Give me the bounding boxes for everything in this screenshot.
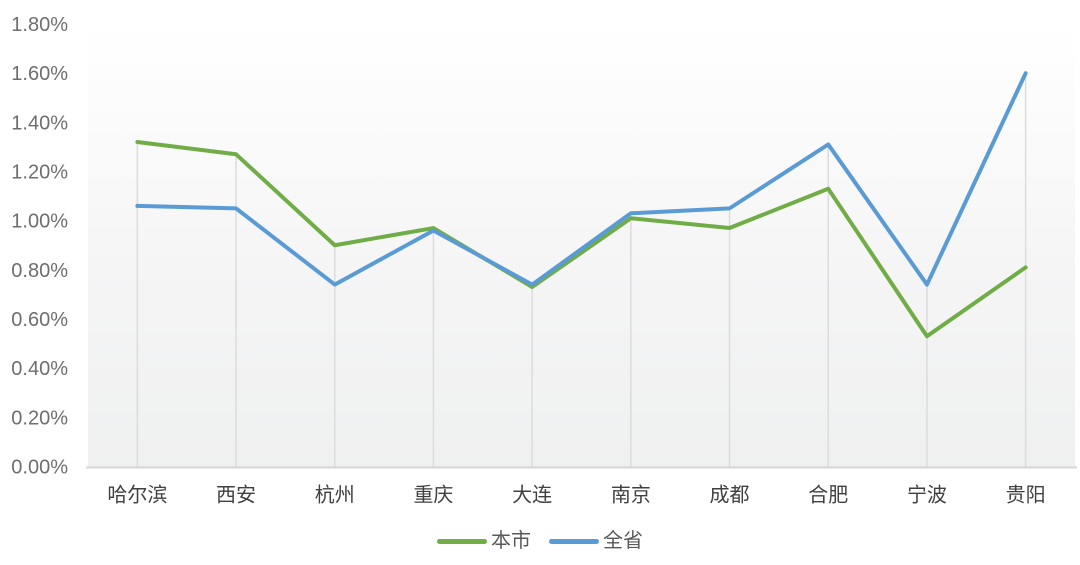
x-axis-category-label: 南京 — [611, 484, 651, 507]
y-axis-tick-label: 1.60% — [11, 63, 68, 85]
x-axis-category-label: 大连 — [512, 484, 552, 507]
x-axis-category-label: 宁波 — [907, 484, 947, 507]
x-axis-category-label: 哈尔滨 — [107, 484, 167, 507]
legend-label-benshi: 本市 — [491, 530, 531, 552]
y-axis-tick-label: 0.00% — [11, 457, 68, 479]
x-axis-category-label: 成都 — [710, 484, 750, 507]
y-axis-tick-label: 0.80% — [11, 260, 68, 282]
legend-swatch-benshi-icon — [437, 538, 487, 544]
x-axis-category-label: 贵阳 — [1006, 484, 1046, 507]
y-axis-tick-label: 1.80% — [11, 14, 68, 36]
y-axis-tick-label: 0.20% — [11, 407, 68, 429]
series-line-1 — [135, 71, 1028, 287]
legend-item-benshi: 本市 — [437, 531, 531, 551]
legend: 本市 全省 — [0, 531, 1080, 551]
legend-label-quansheng: 全省 — [603, 530, 643, 552]
y-axis-tick-label: 1.20% — [11, 162, 68, 184]
x-axis-category-label: 西安 — [216, 484, 256, 507]
x-axis-category-label: 重庆 — [413, 484, 453, 507]
legend-swatch-quansheng-icon — [549, 538, 599, 544]
y-axis-tick-label: 0.60% — [11, 309, 68, 331]
y-axis-tick-label: 1.40% — [11, 112, 68, 134]
legend-item-quansheng: 全省 — [549, 531, 643, 551]
series-line-0 — [135, 140, 1028, 339]
x-axis-category-label: 杭州 — [315, 484, 355, 507]
x-axis-category-label: 合肥 — [808, 484, 848, 507]
plot-area — [88, 24, 1075, 467]
y-axis-tick-label: 1.00% — [11, 211, 68, 233]
y-axis-tick-label: 0.40% — [11, 358, 68, 380]
